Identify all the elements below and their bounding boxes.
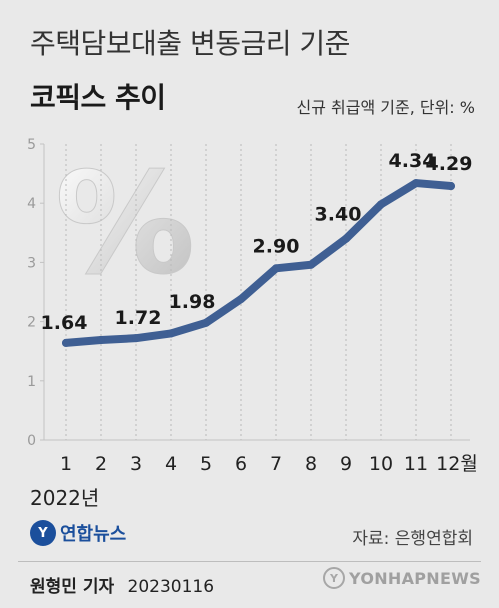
- data-label: 4.29: [426, 153, 473, 175]
- data-point: [237, 295, 245, 304]
- x-tick-label: 10: [369, 453, 393, 475]
- yonhapnews-watermark: Y YONHAPNEWS: [323, 567, 481, 589]
- x-tick-label: 9: [340, 453, 352, 475]
- x-tick-label: 4: [165, 453, 177, 475]
- y-tick-label: 2: [27, 315, 36, 331]
- data-label: 1.72: [115, 307, 162, 329]
- x-tick-label: 12월: [436, 453, 478, 475]
- series-line: [62, 179, 455, 347]
- data-point: [62, 338, 70, 347]
- x-tick-label: 8: [305, 453, 317, 475]
- source-note: 자료: 은행연합회: [352, 529, 473, 549]
- data-point: [132, 334, 140, 343]
- y-tick-label: 3: [27, 255, 36, 271]
- data-label: 2.90: [253, 235, 300, 257]
- yonhap-logo: Y 연합뉴스: [30, 520, 126, 546]
- chart-subtitle: 코픽스 추이: [30, 81, 166, 114]
- unit-note: 신규 취급액 기준, 단위: %: [296, 98, 475, 117]
- x-axis-year-label: 2022년: [30, 486, 100, 510]
- footer-divider: [18, 561, 481, 562]
- chart-title: 주택담보대출 변동금리 기준: [30, 27, 350, 60]
- y-tick-label: 1: [27, 374, 36, 390]
- data-point: [307, 260, 315, 269]
- data-point: [202, 318, 210, 327]
- data-label: 3.40: [315, 204, 362, 226]
- y-tick-label: 4: [27, 196, 36, 212]
- byline-reporter: 원형민 기자: [30, 577, 115, 597]
- byline-date: 20230116: [127, 577, 215, 597]
- watermark-icon: Y: [323, 567, 345, 589]
- x-tick-label: 6: [235, 453, 247, 475]
- x-tick-label: 5: [200, 453, 212, 475]
- data-label: 4.34: [389, 150, 436, 172]
- yonhap-logo-text: 연합뉴스: [60, 524, 127, 545]
- y-tick-label: 5: [27, 137, 36, 153]
- byline: 원형민 기자 20230116: [30, 572, 214, 597]
- data-point: [412, 179, 420, 188]
- data-label: 1.98: [169, 291, 216, 313]
- data-label: 1.64: [41, 312, 88, 334]
- x-tick-label: 11: [404, 453, 428, 475]
- data-point: [342, 234, 350, 243]
- data-point: [272, 264, 280, 273]
- x-tick-label: 3: [130, 453, 142, 475]
- line-chart: % 0 1 2 3 4 5 1 2 3 4 5 6 7 8 9 10 11 12월 1.64 1.72 1.98 2.9…: [27, 137, 478, 475]
- x-tick-label: 7: [270, 453, 282, 475]
- watermark-text: YONHAPNEWS: [349, 568, 481, 588]
- percent-symbol-decor: %: [55, 143, 195, 306]
- data-point: [97, 335, 105, 344]
- data-point: [167, 329, 175, 338]
- data-point: [447, 182, 455, 191]
- x-tick-label: 2: [95, 453, 107, 475]
- y-tick-label: 0: [27, 433, 36, 449]
- x-tick-label: 1: [60, 453, 72, 475]
- data-point: [377, 200, 385, 209]
- yonhap-logo-icon: Y: [30, 520, 56, 546]
